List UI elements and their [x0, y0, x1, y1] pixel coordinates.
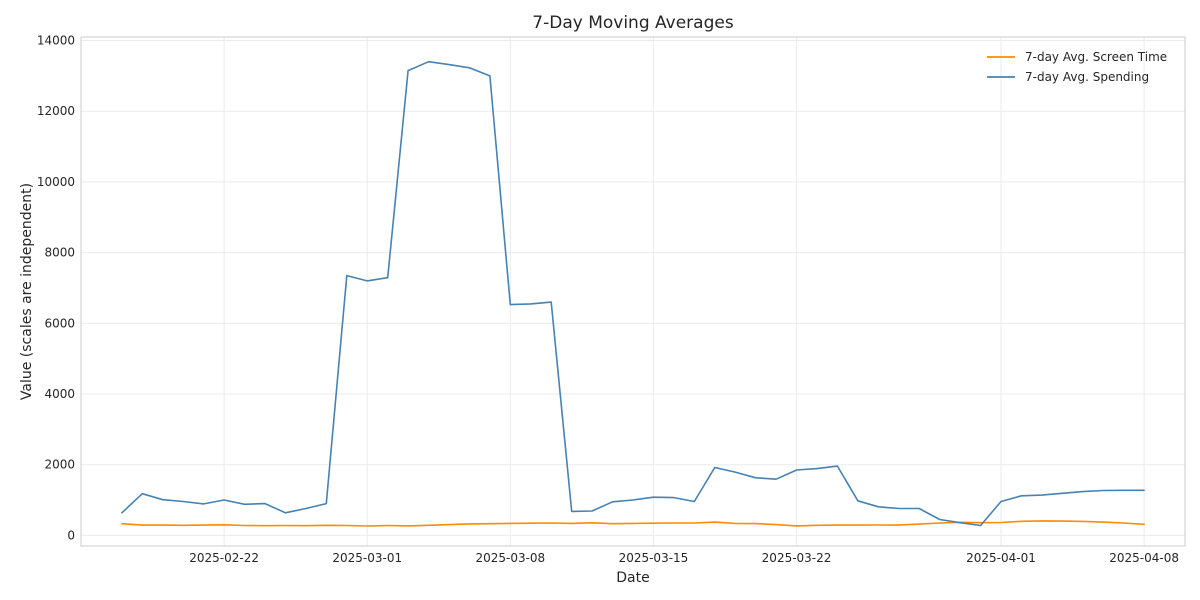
y-tick-label: 14000 — [37, 34, 75, 48]
series-line-screen-time — [121, 520, 1145, 527]
y-tick-label: 8000 — [44, 246, 75, 260]
y-axis-ticks: 0 2000 4000 6000 8000 10000 12000 14000 — [37, 34, 75, 543]
x-tick-label: 2025-04-08 — [1109, 551, 1179, 565]
y-tick-label: 2000 — [44, 458, 75, 472]
y-tick-label: 6000 — [44, 316, 75, 330]
series-line-spending — [121, 60, 1145, 527]
y-tick-label: 0 — [67, 528, 75, 542]
gridlines — [81, 37, 1185, 546]
x-axis-title: Date — [616, 570, 649, 586]
y-tick-label: 10000 — [37, 175, 75, 189]
y-axis-title: Value (scales are independent) — [19, 183, 35, 400]
y-tick-label: 4000 — [44, 387, 75, 401]
chart-title: 7-Day Moving Averages — [532, 13, 734, 33]
plot-frame — [80, 36, 1186, 547]
x-tick-label: 2025-04-01 — [966, 551, 1036, 565]
y-tick-label: 12000 — [37, 104, 75, 118]
legend-label: 7-day Avg. Screen Time — [1025, 50, 1167, 64]
x-axis-ticks: 2025-02-22 2025-03-01 2025-03-08 2025-03-15… — [189, 551, 1179, 565]
legend: 7-day Avg. Screen Time 7-day Avg. Spendin… — [987, 50, 1167, 84]
x-tick-label: 2025-03-08 — [475, 551, 545, 565]
x-tick-label: 2025-02-22 — [189, 551, 259, 565]
x-tick-label: 2025-03-15 — [619, 551, 689, 565]
x-tick-label: 2025-03-01 — [332, 551, 402, 565]
x-tick-label: 2025-03-22 — [762, 551, 832, 565]
legend-label: 7-day Avg. Spending — [1025, 70, 1149, 84]
series-layer — [121, 60, 1145, 527]
